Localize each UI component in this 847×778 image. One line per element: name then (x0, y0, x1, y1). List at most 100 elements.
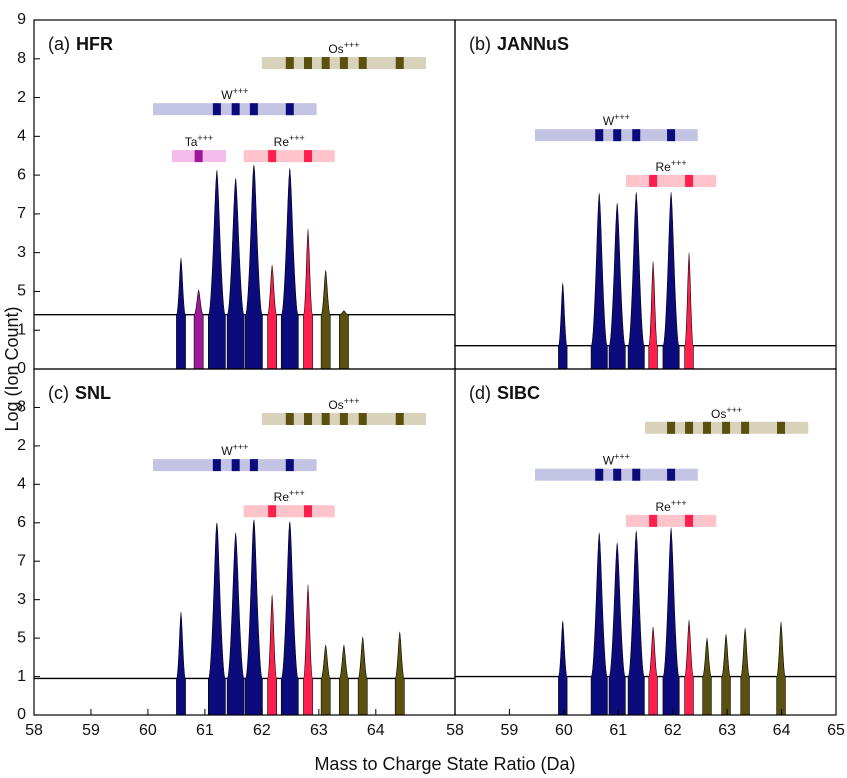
peak (208, 169, 226, 369)
isotope-mark (613, 468, 622, 481)
isotope-mark (321, 57, 330, 70)
isotope-mark (194, 150, 203, 163)
peak (245, 519, 263, 715)
peak (558, 620, 568, 715)
ion-name: W (603, 454, 615, 468)
isotope-mark (595, 129, 604, 142)
isotope-mark (632, 129, 641, 142)
ion-name: W (221, 88, 233, 102)
peak (702, 637, 712, 715)
isotope-mark (685, 421, 694, 434)
x-tick-label: 62 (253, 722, 271, 739)
ion-charge: +++ (233, 442, 249, 452)
y-tick-label: 0 (17, 706, 26, 723)
peak (558, 282, 568, 369)
ion-name: Ta (185, 135, 198, 149)
isotope-mark (285, 459, 294, 472)
isotope-mark (285, 412, 294, 425)
peak (721, 633, 731, 715)
ion-charge: +++ (289, 133, 305, 143)
ion-charge: +++ (233, 86, 249, 96)
isotope-mark (685, 174, 694, 187)
ion-bar (625, 514, 717, 527)
ion-charge: +++ (726, 405, 742, 415)
panel-frame (454, 368, 837, 716)
x-tick-label: 64 (773, 722, 791, 739)
plot-area (34, 519, 455, 715)
peak (648, 626, 658, 715)
ion-charge: +++ (344, 40, 360, 50)
isotope-mark (249, 103, 258, 116)
x-tick-label: 60 (555, 722, 573, 739)
peak (590, 192, 608, 369)
isotope-mark (667, 468, 676, 481)
panel-name: SIBC (497, 383, 540, 403)
y-tick-label: 9 (17, 11, 26, 28)
isotope-mark (667, 129, 676, 142)
ion-label: Os+++ (711, 405, 742, 421)
y-tick-label: 3 (17, 591, 26, 608)
ion-charge: +++ (289, 488, 305, 498)
y-tick-label: 7 (17, 205, 26, 222)
isotope-mark (632, 468, 641, 481)
ion-label: Re+++ (656, 498, 687, 514)
panel-label: (a) HFR (48, 34, 113, 54)
isotope-mark (268, 505, 277, 518)
peak (740, 627, 750, 715)
isotope-mark (395, 57, 404, 70)
panel-label: (c) SNL (48, 383, 111, 403)
y-tick-label: 6 (17, 166, 26, 183)
isotope-mark (339, 412, 348, 425)
ion-label: W+++ (603, 112, 630, 128)
y-tick-label: 5 (17, 283, 26, 300)
ion-charge: +++ (671, 158, 687, 168)
x-axis-title: Mass to Charge State Ratio (Da) (314, 754, 575, 774)
ion-label: W+++ (221, 86, 248, 102)
x-tick-label: 61 (609, 722, 627, 739)
panel-name: SNL (75, 383, 111, 403)
isotope-mark (667, 421, 676, 434)
y-tick-label: 2 (17, 89, 26, 106)
isotope-mark (722, 421, 731, 434)
ion-name: Os (328, 42, 343, 56)
panel-label: (b) JANNuS (469, 34, 569, 54)
isotope-mark (358, 57, 367, 70)
panel-letter: (d) (469, 383, 491, 403)
peak (176, 611, 186, 715)
x-tick-label: 63 (310, 722, 328, 739)
x-tick-label: 62 (664, 722, 682, 739)
y-tick-label: 0 (17, 360, 26, 377)
panel-letter: (b) (469, 34, 491, 54)
ion-name: Os (328, 398, 343, 412)
x-tick-label: 58 (25, 722, 43, 739)
ion-label: Os+++ (328, 40, 359, 56)
peak (684, 619, 694, 715)
y-tick-label: 8 (17, 50, 26, 67)
isotope-mark (339, 57, 348, 70)
y-tick-label: 7 (17, 552, 26, 569)
isotope-mark (304, 57, 313, 70)
y-tick-label: 4 (17, 476, 26, 493)
isotope-mark (212, 459, 221, 472)
ion-charge: +++ (197, 133, 213, 143)
x-tick-label: 64 (367, 722, 385, 739)
ion-charge: +++ (614, 452, 630, 462)
panel-letter: (c) (48, 383, 69, 403)
peak (267, 264, 277, 369)
plot-area (34, 164, 455, 369)
ion-bar (243, 150, 335, 163)
isotope-mark (649, 514, 658, 527)
x-tick-label: 58 (446, 722, 464, 739)
peak (776, 621, 786, 715)
peak (662, 191, 680, 369)
panel-name: JANNuS (497, 34, 569, 54)
peak (320, 269, 331, 369)
peak (303, 584, 313, 715)
y-tick-label: 3 (17, 244, 26, 261)
peak (394, 631, 405, 715)
isotope-mark (649, 174, 658, 187)
ion-bar (625, 174, 717, 187)
ion-label: W+++ (221, 442, 248, 458)
peak (280, 167, 299, 369)
